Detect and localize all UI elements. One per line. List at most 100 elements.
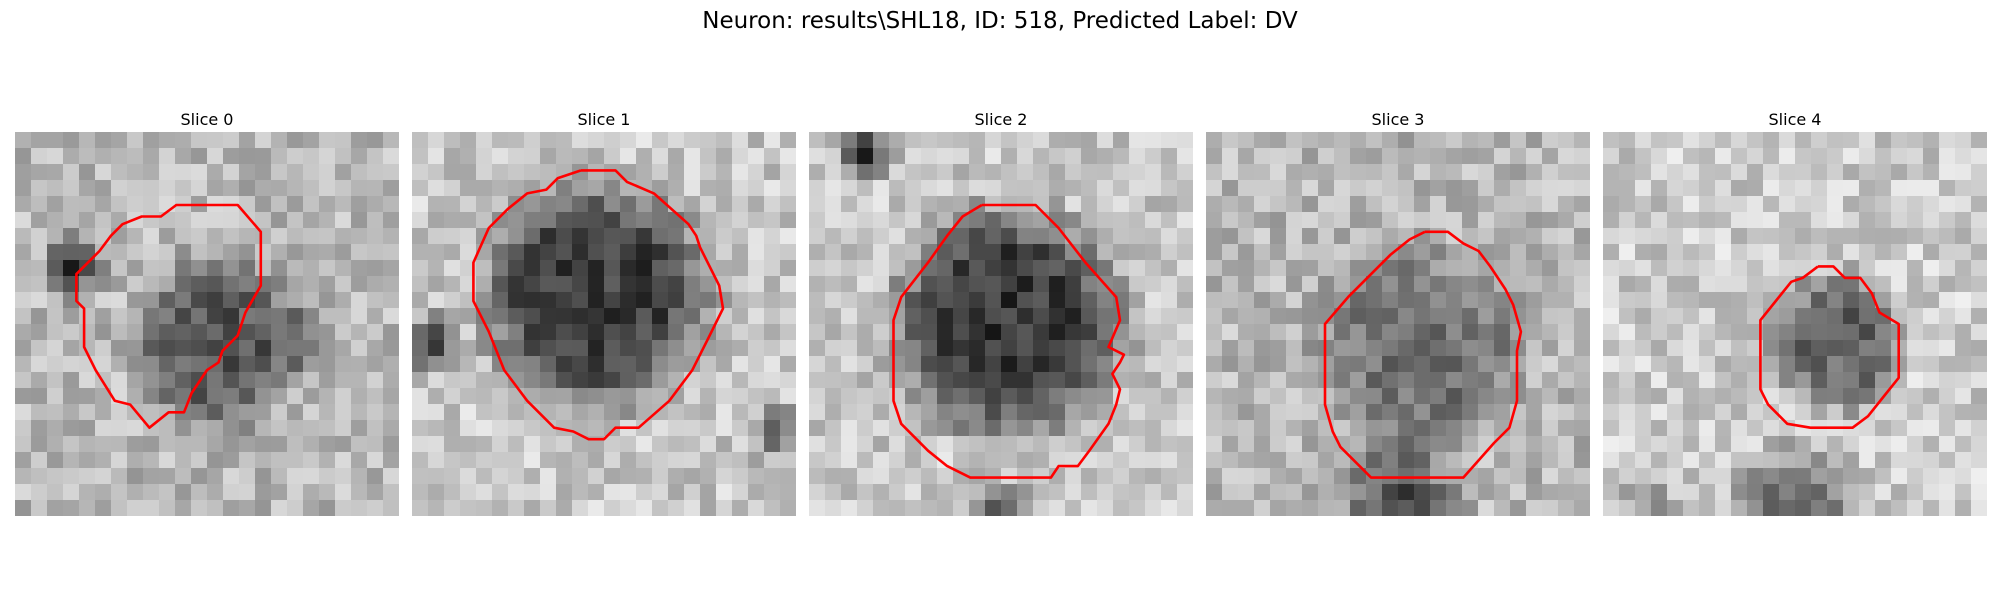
- image-pixel: [1827, 292, 1844, 309]
- image-pixel: [508, 212, 525, 229]
- image-pixel: [969, 212, 986, 229]
- image-pixel: [1715, 436, 1732, 453]
- image-pixel: [732, 228, 749, 245]
- image-pixel: [1731, 356, 1748, 373]
- image-pixel: [47, 324, 64, 341]
- image-pixel: [1603, 196, 1620, 213]
- image-pixel: [1270, 468, 1287, 485]
- image-pixel: [636, 260, 653, 277]
- image-pixel: [1398, 500, 1415, 516]
- image-pixel: [31, 164, 48, 181]
- image-pixel: [809, 148, 826, 165]
- image-pixel: [191, 420, 208, 437]
- image-pixel: [508, 420, 525, 437]
- image-pixel: [476, 292, 493, 309]
- image-pixel: [937, 276, 954, 293]
- image-pixel: [1270, 340, 1287, 357]
- image-pixel: [1129, 404, 1146, 421]
- image-pixel: [1558, 276, 1575, 293]
- image-pixel: [1065, 132, 1082, 149]
- image-pixel: [367, 500, 384, 516]
- image-pixel: [1254, 148, 1271, 165]
- image-pixel: [905, 372, 922, 389]
- image-pixel: [841, 356, 858, 373]
- image-pixel: [1763, 132, 1780, 149]
- image-pixel: [1001, 164, 1018, 181]
- image-pixel: [207, 468, 224, 485]
- image-pixel: [540, 388, 557, 405]
- image-pixel: [700, 132, 717, 149]
- image-pixel: [159, 436, 176, 453]
- image-pixel: [1382, 372, 1399, 389]
- image-pixel: [1286, 244, 1303, 261]
- image-pixel: [1763, 228, 1780, 245]
- image-pixel: [1350, 164, 1367, 181]
- image-pixel: [319, 484, 336, 501]
- image-pixel: [1859, 244, 1876, 261]
- image-pixel: [1049, 292, 1066, 309]
- image-pixel: [780, 132, 796, 149]
- image-pixel: [319, 132, 336, 149]
- image-pixel: [1635, 276, 1652, 293]
- image-pixel: [937, 484, 954, 501]
- image-pixel: [1001, 228, 1018, 245]
- image-pixel: [143, 388, 160, 405]
- image-pixel: [1081, 228, 1098, 245]
- image-pixel: [1414, 452, 1431, 469]
- image-pixel: [572, 452, 589, 469]
- image-pixel: [255, 420, 272, 437]
- image-pixel: [1891, 260, 1908, 277]
- slice-title: Slice 2: [974, 110, 1028, 129]
- image-pixel: [1430, 356, 1447, 373]
- image-pixel: [335, 388, 352, 405]
- image-pixel: [1779, 148, 1796, 165]
- image-pixel: [127, 420, 144, 437]
- image-pixel: [1907, 276, 1924, 293]
- image-pixel: [1462, 164, 1479, 181]
- image-pixel: [1350, 180, 1367, 197]
- image-pixel: [335, 228, 352, 245]
- image-pixel: [825, 388, 842, 405]
- image-pixel: [937, 196, 954, 213]
- image-pixel: [367, 404, 384, 421]
- image-pixel: [367, 436, 384, 453]
- image-pixel: [159, 148, 176, 165]
- image-pixel: [1843, 340, 1860, 357]
- image-pixel: [1574, 196, 1590, 213]
- image-pixel: [1891, 484, 1908, 501]
- image-pixel: [1350, 388, 1367, 405]
- image-pixel: [668, 500, 685, 516]
- image-pixel: [809, 196, 826, 213]
- image-pixel: [1843, 452, 1860, 469]
- image-pixel: [47, 372, 64, 389]
- image-pixel: [1017, 308, 1034, 325]
- image-pixel: [335, 340, 352, 357]
- image-pixel: [492, 484, 509, 501]
- image-pixel: [1494, 164, 1511, 181]
- image-pixel: [1382, 292, 1399, 309]
- image-pixel: [175, 468, 192, 485]
- image-pixel: [303, 404, 320, 421]
- image-pixel: [636, 468, 653, 485]
- image-pixel: [1161, 308, 1178, 325]
- image-pixel: [1222, 308, 1239, 325]
- image-pixel: [1683, 308, 1700, 325]
- image-pixel: [1859, 308, 1876, 325]
- image-pixel: [1651, 468, 1668, 485]
- image-pixel: [953, 340, 970, 357]
- image-pixel: [1907, 244, 1924, 261]
- image-pixel: [1574, 212, 1590, 229]
- image-pixel: [239, 356, 256, 373]
- image-pixel: [588, 260, 605, 277]
- image-pixel: [857, 420, 874, 437]
- image-pixel: [1859, 132, 1876, 149]
- image-pixel: [1334, 164, 1351, 181]
- image-pixel: [428, 212, 445, 229]
- image-pixel: [841, 212, 858, 229]
- image-pixel: [1462, 468, 1479, 485]
- image-pixel: [684, 148, 701, 165]
- image-pixel: [700, 420, 717, 437]
- image-pixel: [1619, 452, 1636, 469]
- image-pixel: [1526, 372, 1543, 389]
- image-pixel: [1667, 436, 1684, 453]
